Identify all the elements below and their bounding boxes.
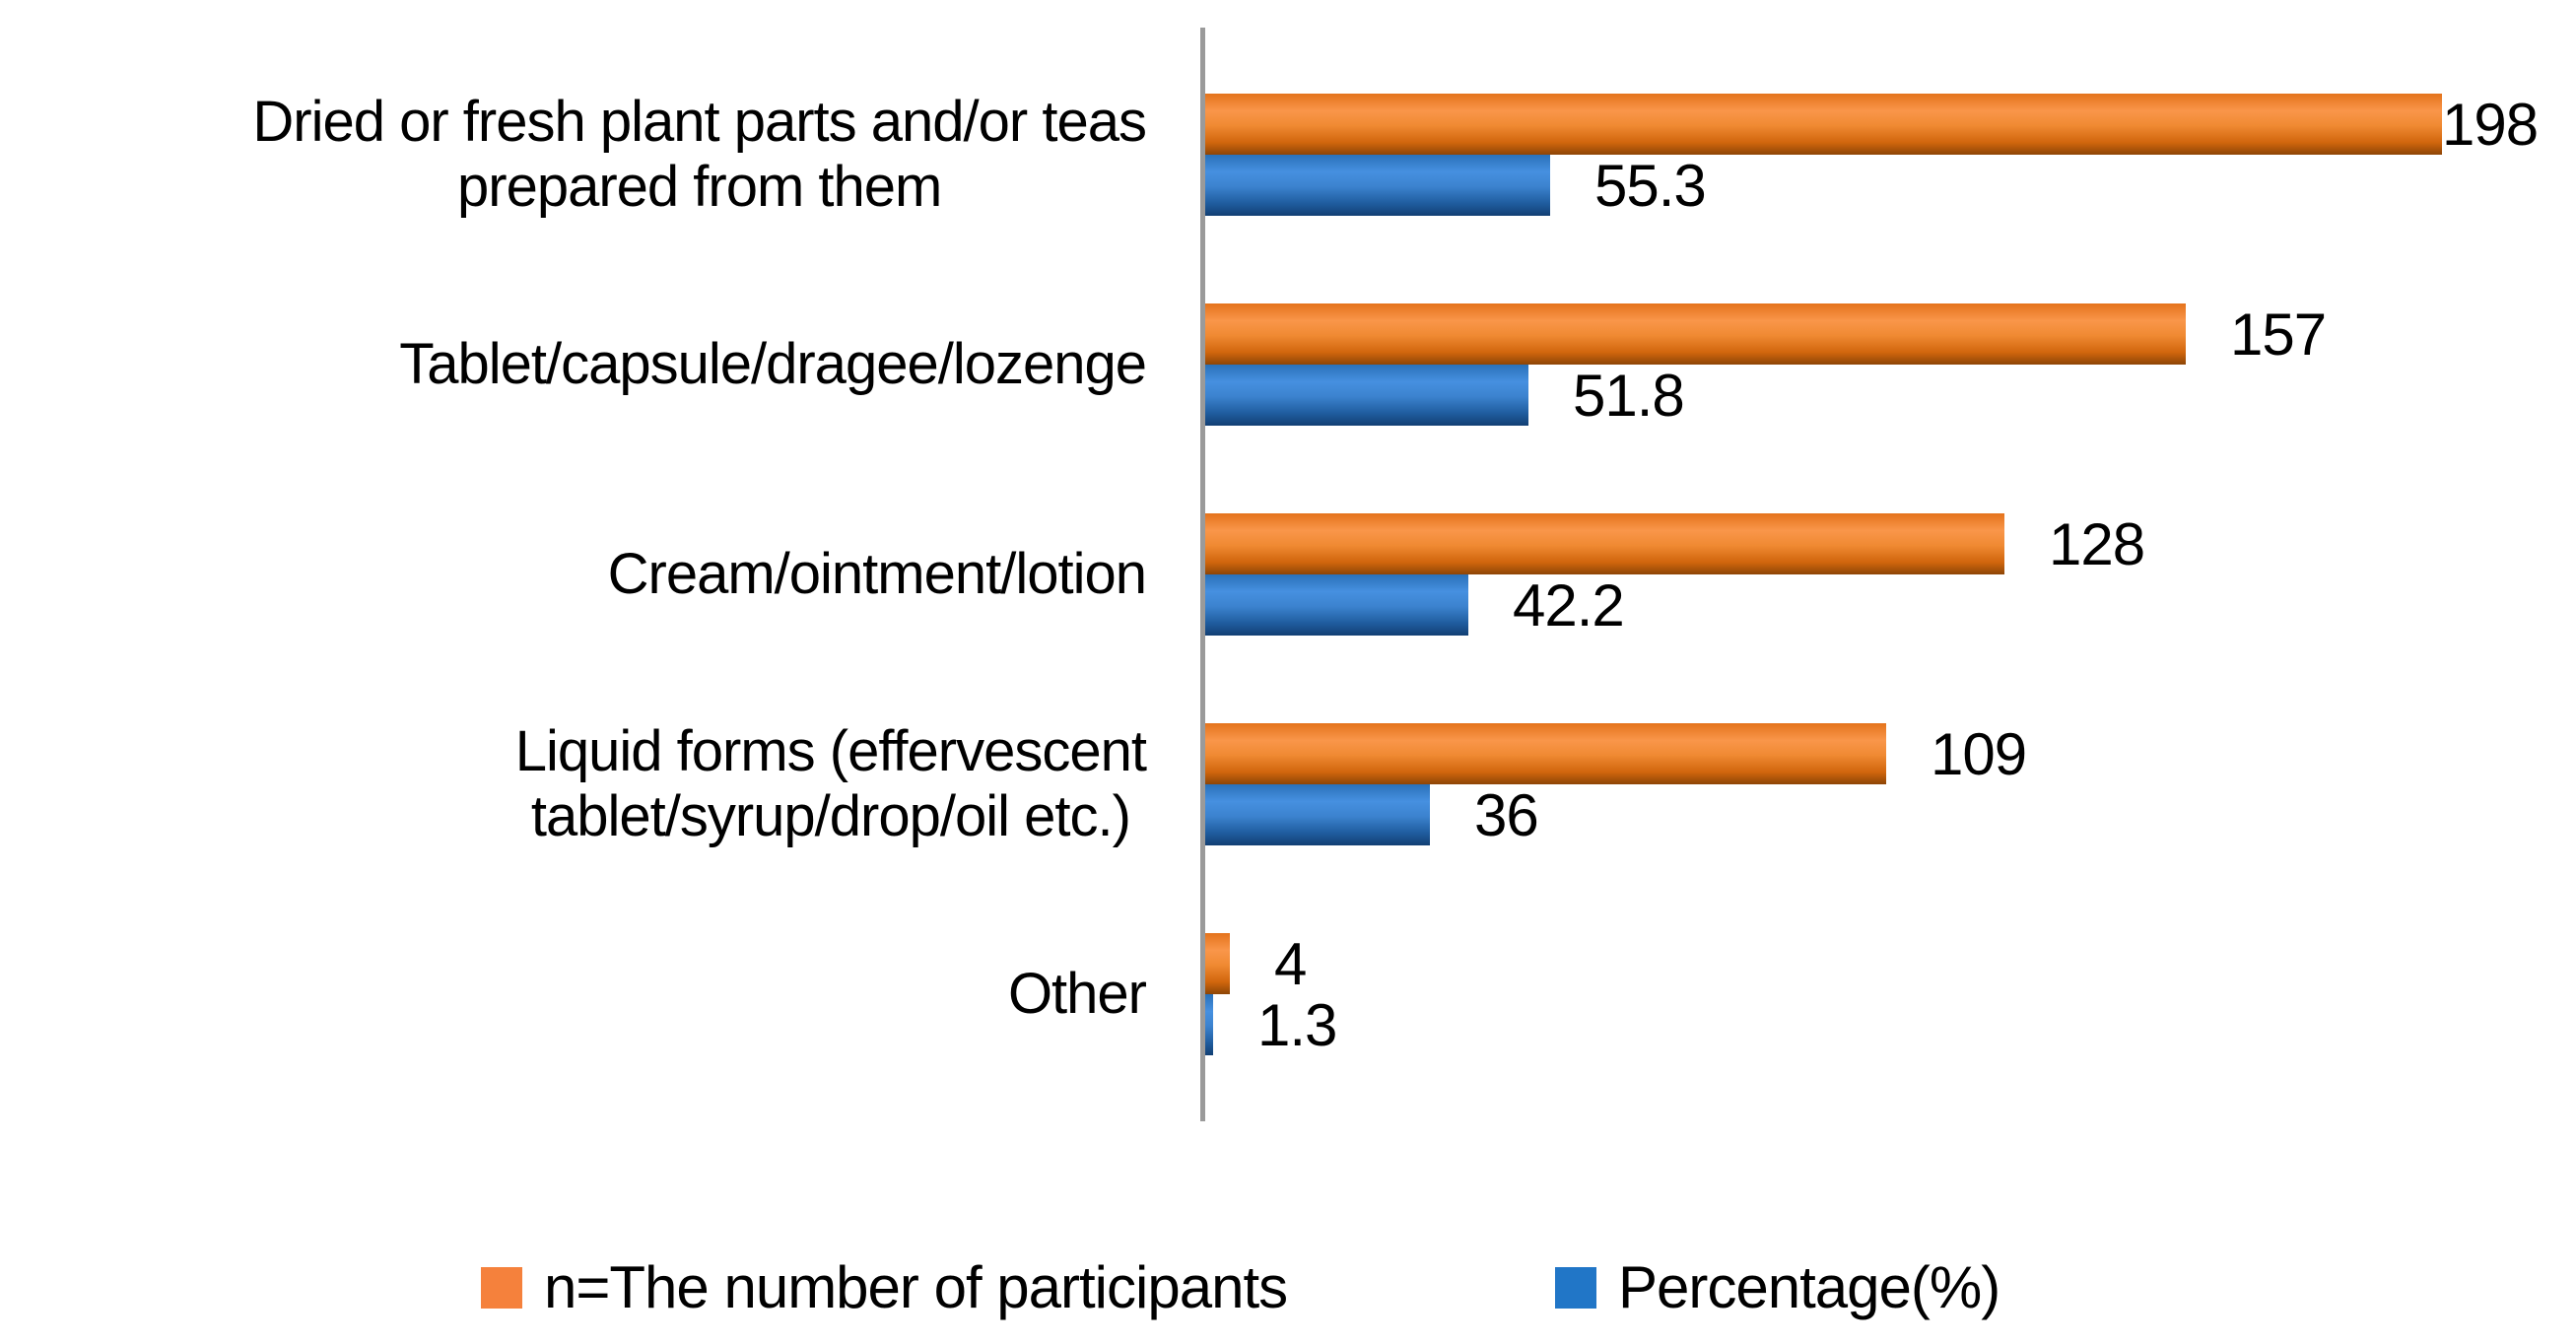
category-label-line: Dried or fresh plant parts and/or teas — [252, 90, 1147, 155]
category-label-lines: Cream/ointment/lotion — [607, 542, 1147, 607]
value-label: 128 — [2049, 510, 2145, 577]
legend-label: Percentage(%) — [1618, 1254, 2000, 1320]
value-label: 51.8 — [1573, 362, 1685, 429]
value-label: 4 — [1274, 930, 1307, 997]
value-label: 157 — [2230, 301, 2327, 368]
category-label-line: prepared from them — [457, 155, 942, 219]
category-label-line: Liquid forms (effervescent — [514, 719, 1147, 784]
category-label-lines: Tablet/capsule/dragee/lozenge — [399, 332, 1147, 397]
category-label-line: Other — [1007, 962, 1147, 1027]
category-label: Other — [0, 921, 1147, 1067]
legend-item: n=The number of participants — [481, 1253, 1288, 1321]
legend-item: Percentage(%) — [1555, 1253, 2000, 1321]
bar-participants — [1205, 723, 1886, 784]
bar-percentage — [1205, 994, 1213, 1055]
bar-percentage — [1205, 574, 1468, 636]
value-label: 1.3 — [1257, 991, 1337, 1058]
bar-percentage — [1205, 784, 1430, 845]
value-label: 36 — [1474, 781, 1539, 848]
category-label: Tablet/capsule/dragee/lozenge — [0, 292, 1147, 437]
value-label: 198 — [2442, 91, 2539, 158]
value-label: 109 — [1931, 720, 2027, 787]
y-axis-line — [1200, 28, 1205, 1121]
category-label: Liquid forms (effervescent tablet/syrup/d… — [0, 711, 1147, 857]
bar-percentage — [1205, 365, 1528, 426]
category-label: Dried or fresh plant parts and/or teas pr… — [0, 82, 1147, 228]
bar-percentage — [1205, 155, 1550, 216]
bar-participants — [1205, 513, 2004, 574]
category-label-lines: Other — [1007, 962, 1147, 1027]
category-label-lines: Dried or fresh plant parts and/or teas pr… — [252, 90, 1147, 219]
category-label-line: Cream/ointment/lotion — [607, 542, 1147, 607]
category-label-lines: Liquid forms (effervescent tablet/syrup/d… — [514, 719, 1147, 848]
category-label-line: Tablet/capsule/dragee/lozenge — [399, 332, 1147, 397]
legend-swatch-participants — [481, 1266, 522, 1309]
value-label: 55.3 — [1594, 152, 1707, 219]
category-label: Cream/ointment/lotion — [0, 502, 1147, 647]
category-label-line: tablet/syrup/drop/oil etc.) — [530, 784, 1131, 848]
legend-label: n=The number of participants — [544, 1254, 1288, 1320]
legend: n=The number of participants Percentage(%… — [0, 1243, 2576, 1322]
legend-swatch-percentage — [1555, 1266, 1596, 1309]
bar-participants — [1205, 303, 2186, 365]
bar-participants — [1205, 94, 2442, 155]
bar-participants — [1205, 933, 1230, 994]
value-label: 42.2 — [1513, 571, 1625, 638]
